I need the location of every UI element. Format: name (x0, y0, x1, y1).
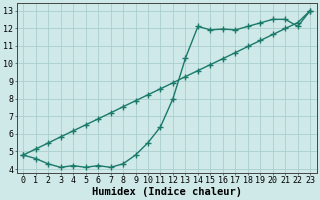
X-axis label: Humidex (Indice chaleur): Humidex (Indice chaleur) (92, 186, 242, 197)
